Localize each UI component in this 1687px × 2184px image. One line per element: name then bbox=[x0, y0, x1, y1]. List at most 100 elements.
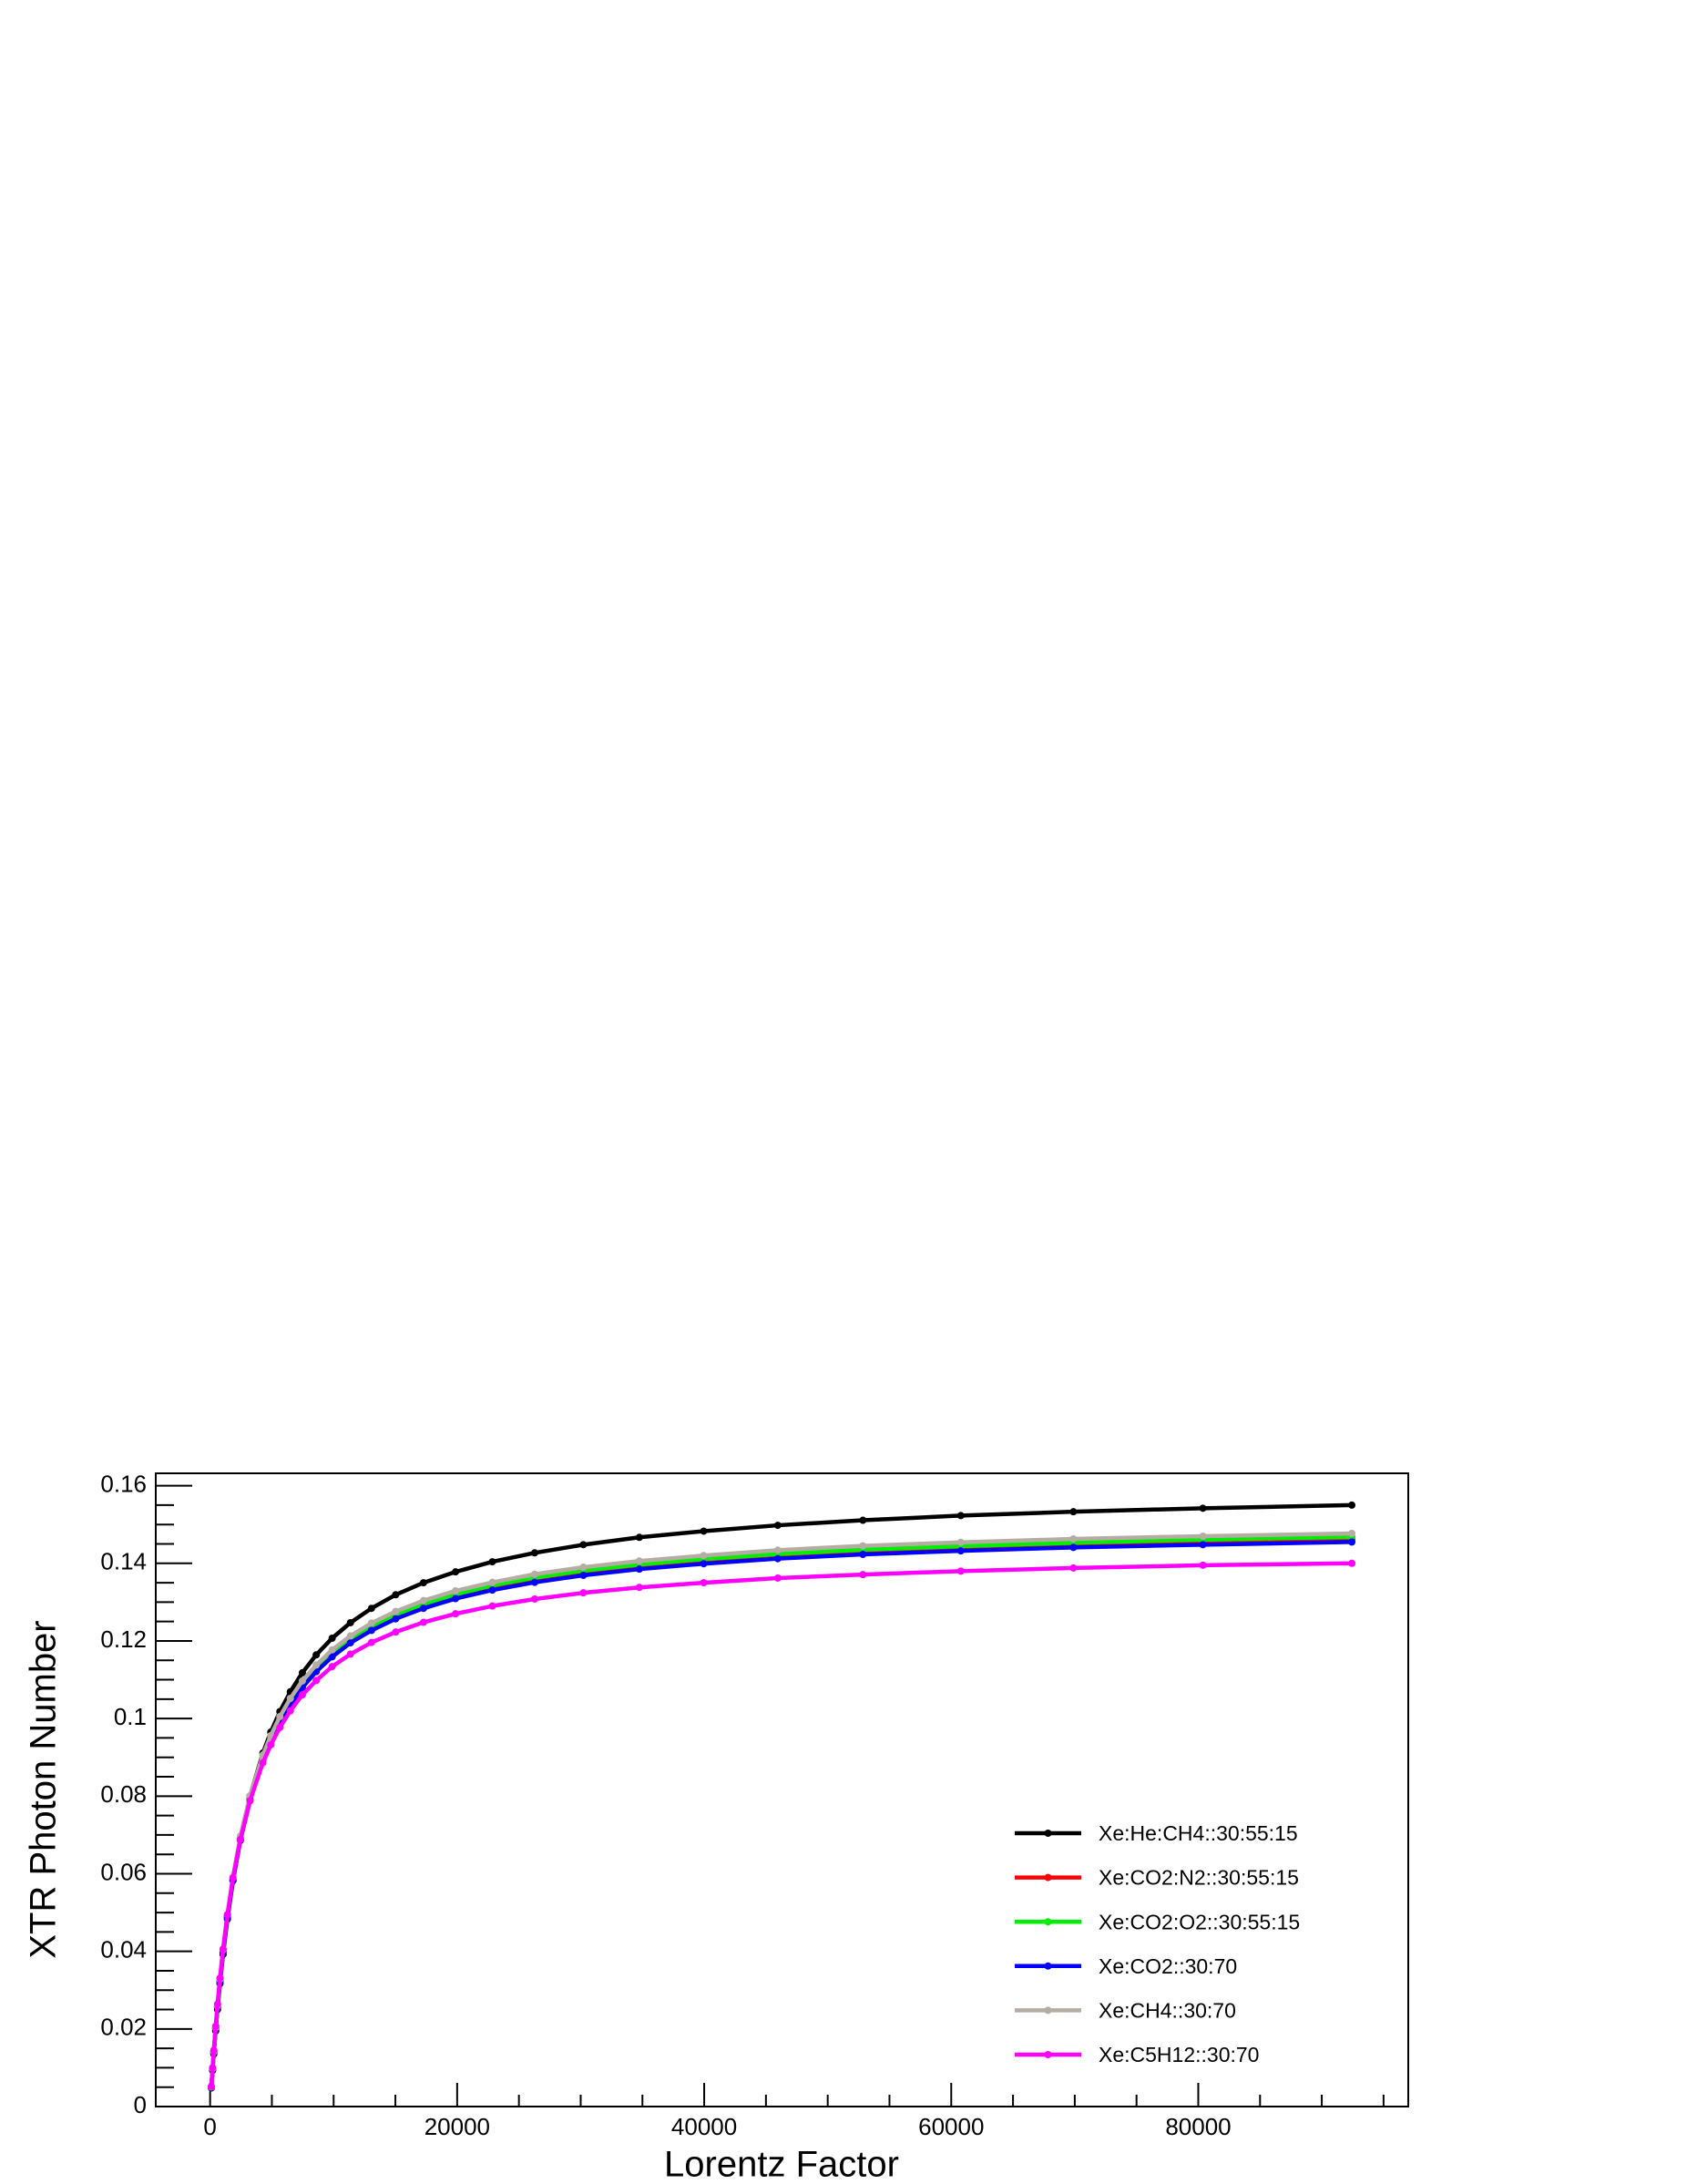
data-point bbox=[346, 1639, 354, 1647]
data-point bbox=[635, 1584, 643, 1592]
data-point bbox=[223, 1911, 231, 1919]
data-point bbox=[328, 1634, 336, 1642]
data-point bbox=[1199, 1561, 1207, 1569]
data-point bbox=[1199, 1541, 1207, 1549]
y-tick-label: 0.08 bbox=[100, 1780, 147, 1808]
data-point bbox=[298, 1676, 306, 1685]
y-tick-label: 0.12 bbox=[100, 1625, 147, 1653]
data-point bbox=[579, 1572, 588, 1580]
x-tick-label: 80000 bbox=[1165, 2113, 1231, 2140]
data-point bbox=[956, 1547, 965, 1555]
data-point bbox=[859, 1516, 867, 1524]
x-tick-label: 60000 bbox=[918, 2113, 984, 2140]
data-point bbox=[367, 1626, 375, 1635]
data-point bbox=[488, 1602, 496, 1610]
y-tick-label: 0.02 bbox=[100, 2014, 147, 2041]
data-point bbox=[1199, 1532, 1207, 1540]
legend-label: Xe:He:CH4::30:55:15 bbox=[1099, 1821, 1298, 1845]
y-tick-label: 0.04 bbox=[100, 1936, 147, 1964]
data-point bbox=[700, 1552, 708, 1560]
legend-label: Xe:C5H12::30:70 bbox=[1099, 2043, 1259, 2066]
data-point bbox=[208, 2082, 216, 2090]
data-point bbox=[530, 1578, 538, 1586]
data-point bbox=[579, 1541, 588, 1549]
data-point bbox=[328, 1663, 336, 1671]
data-point bbox=[488, 1586, 496, 1594]
data-point bbox=[259, 1758, 267, 1767]
data-point bbox=[419, 1605, 427, 1613]
x-tick-label: 40000 bbox=[671, 2113, 737, 2140]
data-point bbox=[367, 1605, 375, 1613]
data-point bbox=[1348, 1530, 1356, 1538]
data-point bbox=[488, 1558, 496, 1566]
data-point bbox=[635, 1557, 643, 1565]
data-point bbox=[392, 1591, 400, 1599]
data-point bbox=[392, 1615, 400, 1623]
data-point bbox=[419, 1596, 427, 1605]
data-point bbox=[530, 1570, 538, 1578]
x-axis-title: Lorentz Factor bbox=[664, 2145, 899, 2184]
data-point bbox=[286, 1707, 294, 1715]
legend-label: Xe:CO2:N2::30:55:15 bbox=[1099, 1866, 1299, 1890]
data-point bbox=[328, 1653, 336, 1661]
data-point bbox=[298, 1691, 306, 1699]
data-point bbox=[859, 1551, 867, 1559]
data-point bbox=[1199, 1504, 1207, 1512]
data-point bbox=[773, 1574, 782, 1582]
data-point bbox=[956, 1567, 965, 1575]
data-point bbox=[286, 1694, 294, 1702]
data-point bbox=[635, 1533, 643, 1542]
data-point bbox=[216, 1974, 224, 1983]
data-point bbox=[367, 1638, 375, 1646]
legend-marker bbox=[1044, 1873, 1052, 1882]
legend-label: Xe:CH4::30:70 bbox=[1099, 1998, 1236, 2022]
data-point bbox=[219, 1945, 227, 1953]
data-point bbox=[859, 1571, 867, 1579]
data-point bbox=[209, 2064, 217, 2072]
x-tick-label: 0 bbox=[203, 2113, 216, 2140]
data-point bbox=[298, 1668, 306, 1676]
data-point bbox=[1069, 1508, 1078, 1516]
data-point bbox=[211, 2022, 220, 2030]
data-point bbox=[773, 1554, 782, 1563]
data-point bbox=[312, 1651, 321, 1659]
data-point bbox=[579, 1589, 588, 1597]
data-point bbox=[859, 1542, 867, 1550]
legend-label: Xe:CO2::30:70 bbox=[1099, 1954, 1237, 1978]
legend-marker bbox=[1044, 1918, 1052, 1926]
y-axis-title: XTR Photon Number bbox=[24, 1620, 64, 1958]
data-point bbox=[213, 2000, 221, 2008]
data-point bbox=[276, 1723, 284, 1731]
data-point bbox=[367, 1619, 375, 1627]
data-point bbox=[452, 1594, 460, 1603]
data-point bbox=[1348, 1501, 1356, 1509]
legend-marker bbox=[1044, 2006, 1052, 2015]
data-point bbox=[1069, 1543, 1078, 1552]
data-point bbox=[700, 1560, 708, 1568]
x-tick-label: 20000 bbox=[424, 2113, 490, 2140]
data-point bbox=[1348, 1559, 1356, 1567]
data-point bbox=[267, 1741, 275, 1749]
data-point bbox=[579, 1564, 588, 1572]
y-tick-label: 0.16 bbox=[100, 1471, 147, 1498]
data-point bbox=[452, 1587, 460, 1595]
data-point bbox=[246, 1797, 254, 1805]
data-point bbox=[236, 1836, 244, 1844]
data-point bbox=[1348, 1538, 1356, 1546]
data-point bbox=[346, 1632, 354, 1640]
data-point bbox=[312, 1676, 321, 1685]
data-point bbox=[452, 1568, 460, 1576]
series-line bbox=[209, 1561, 1353, 2087]
data-point bbox=[346, 1618, 354, 1626]
data-point bbox=[210, 2046, 218, 2055]
y-tick-label: 0 bbox=[134, 2091, 147, 2118]
data-point bbox=[700, 1579, 708, 1587]
data-point bbox=[635, 1565, 643, 1574]
data-point bbox=[229, 1874, 237, 1882]
data-point bbox=[419, 1618, 427, 1626]
data-point bbox=[956, 1538, 965, 1546]
data-point bbox=[773, 1522, 782, 1530]
data-point bbox=[530, 1594, 538, 1603]
data-point bbox=[773, 1546, 782, 1554]
